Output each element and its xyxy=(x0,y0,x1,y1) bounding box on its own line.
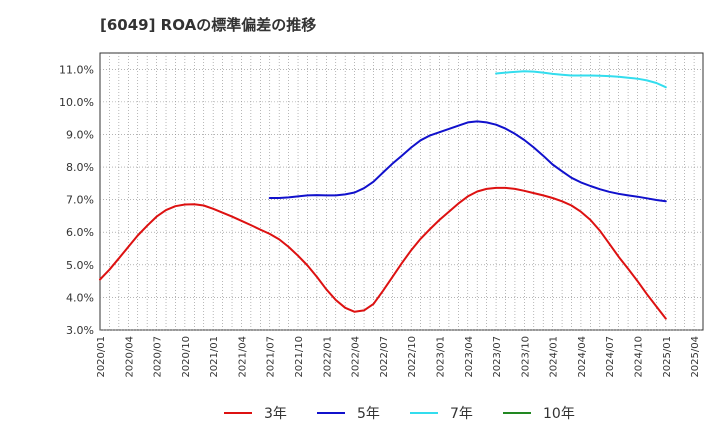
x-tick-label: 2024/07 xyxy=(605,336,616,378)
x-tick-label: 2022/10 xyxy=(407,336,418,378)
x-tick-label: 2025/04 xyxy=(690,336,701,378)
x-tick-label: 2020/04 xyxy=(124,336,135,378)
x-tick-label: 2025/01 xyxy=(662,336,673,378)
x-tick-label: 2022/04 xyxy=(351,336,362,378)
x-tick-label: 2020/01 xyxy=(96,336,107,378)
x-tick-label: 2023/01 xyxy=(435,336,446,378)
y-tick-label: 5.0% xyxy=(66,259,94,272)
x-tick-label: 2023/04 xyxy=(464,336,475,378)
x-tick-label: 2021/10 xyxy=(294,336,305,378)
y-tick-label: 4.0% xyxy=(66,291,94,304)
y-axis-ticks: 3.0% 4.0% 5.0% 6.0% 7.0% 8.0% 9.0% 10.0% 11.0% xyxy=(59,63,94,337)
y-tick-label: 6.0% xyxy=(66,226,94,239)
x-tick-label: 2020/10 xyxy=(181,336,192,378)
x-tick-label: 2024/01 xyxy=(549,336,560,378)
x-tick-label: 2021/07 xyxy=(266,336,277,378)
y-tick-label: 3.0% xyxy=(66,324,94,337)
legend-label-10年: 10年 xyxy=(543,406,575,422)
y-tick-label: 10.0% xyxy=(59,96,94,109)
series-line-3年 xyxy=(99,186,667,320)
y-tick-label: 7.0% xyxy=(66,194,94,207)
legend-label-5年: 5年 xyxy=(357,406,380,422)
series-line-5年 xyxy=(268,120,667,203)
y-tick-label: 8.0% xyxy=(66,161,94,174)
series-line-7年 xyxy=(495,70,667,89)
x-tick-label: 2021/04 xyxy=(237,336,248,378)
x-tick-label: 2022/07 xyxy=(379,336,390,378)
chart-title: [6049] ROAの標準偏差の推移 xyxy=(100,16,317,34)
x-tick-label: 2024/04 xyxy=(577,336,588,378)
x-axis-ticks: 2020/01 2020/04 2020/07 2020/10 2021/01 2021/… xyxy=(96,336,701,378)
x-tick-label: 2023/10 xyxy=(520,336,531,378)
x-tick-label: 2020/07 xyxy=(153,336,164,378)
legend-label-3年: 3年 xyxy=(264,406,287,422)
grid-layer xyxy=(100,53,703,331)
x-tick-label: 2021/01 xyxy=(209,336,220,378)
legend: 3年 5年 7年 10年 xyxy=(224,406,575,422)
y-tick-label: 11.0% xyxy=(59,63,94,76)
x-tick-label: 2023/07 xyxy=(492,336,503,378)
x-tick-label: 2024/10 xyxy=(634,336,645,378)
x-tick-label: 2022/01 xyxy=(322,336,333,378)
legend-label-7年: 7年 xyxy=(450,406,473,422)
y-tick-label: 9.0% xyxy=(66,128,94,141)
series-layer xyxy=(99,70,667,320)
